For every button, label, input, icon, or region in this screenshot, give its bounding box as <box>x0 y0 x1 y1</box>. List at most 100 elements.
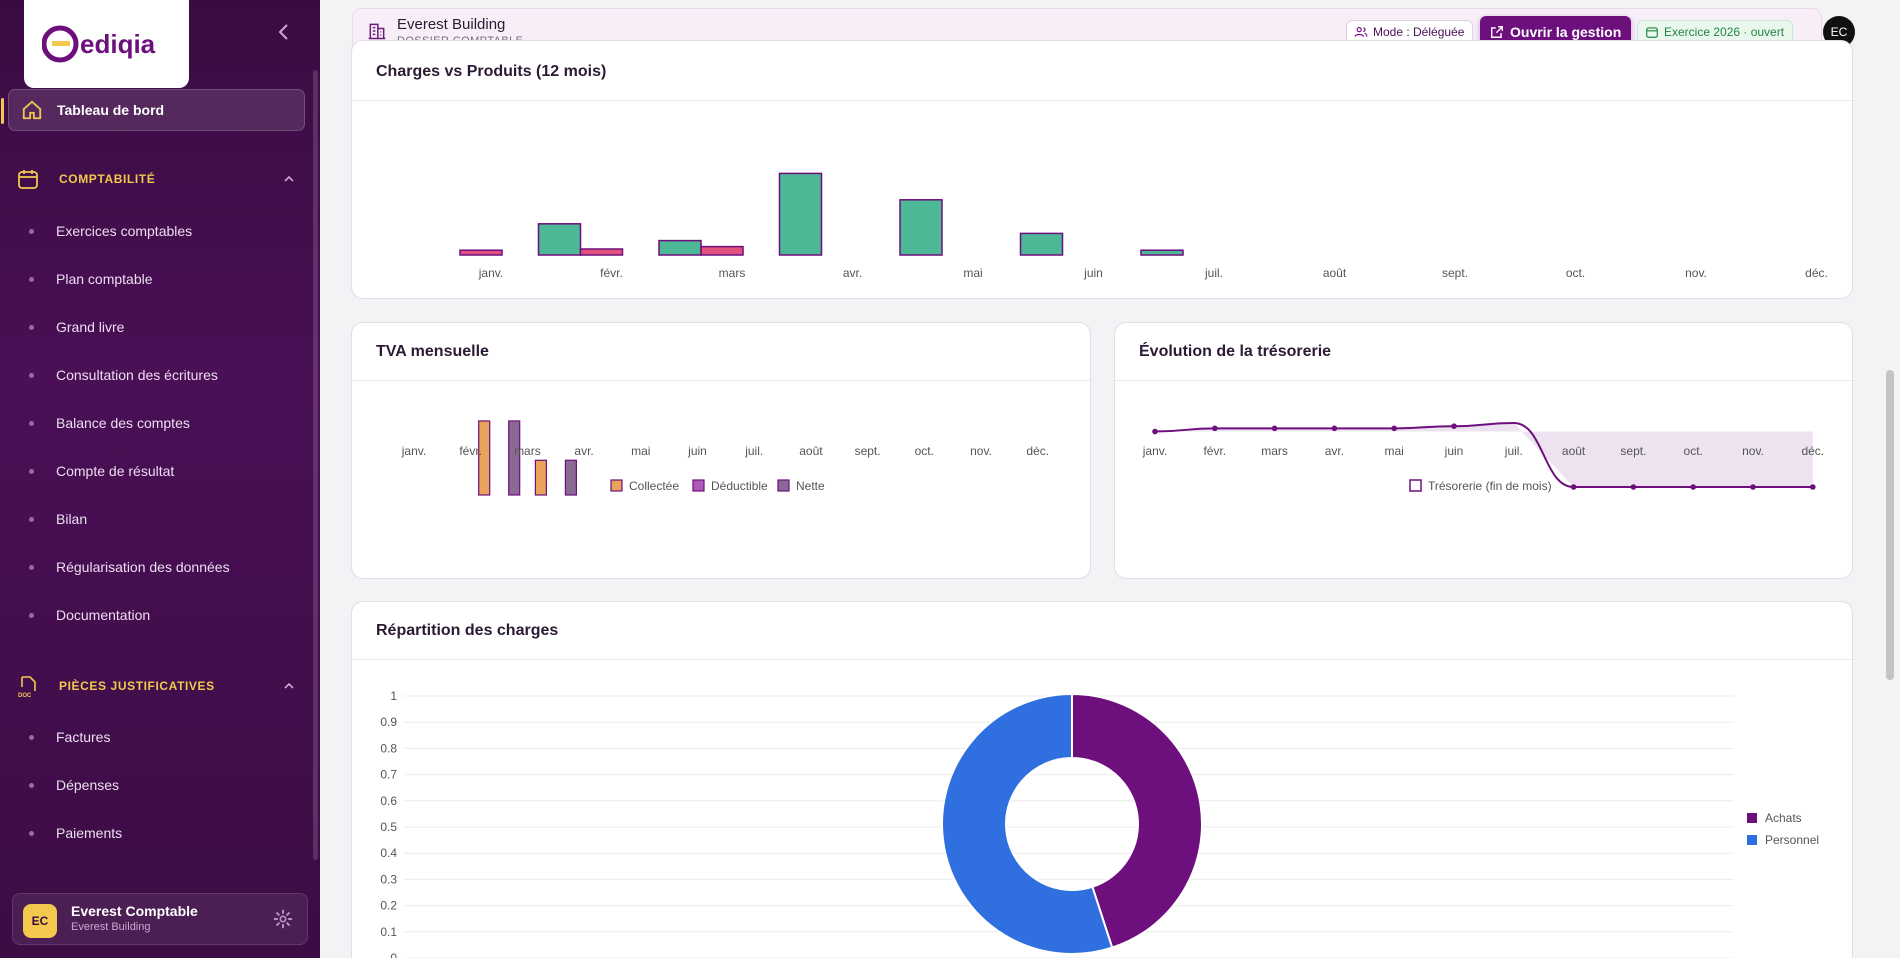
logo[interactable]: ediqia <box>24 0 189 88</box>
sidebar-item-documentation[interactable]: Documentation <box>0 600 305 630</box>
legend-label-tresorerie: Trésorerie (fin de mois) <box>1428 479 1552 493</box>
sidebar-item-label: Factures <box>56 729 111 745</box>
gear-icon[interactable] <box>273 909 293 929</box>
section-pieces-justificatives[interactable]: DOC PIÈCES JUSTIFICATIVES <box>16 671 306 701</box>
x-tick-label: déc. <box>1805 266 1828 280</box>
user-company: Everest Building <box>71 921 151 933</box>
card-title: Évolution de la trésorerie <box>1139 343 1332 360</box>
bar-chart-charges-produits: janv. févr. mars avr. mai juin juil. août sept. o… <box>459 172 1828 280</box>
sidebar-item-label: Documentation <box>56 607 151 623</box>
card-tresorerie: Évolution de la trésorerie janv. févr. mar… <box>1114 322 1853 579</box>
section-comptabilite[interactable]: COMPTABILITÉ <box>16 164 306 194</box>
user-name: Everest Comptable <box>71 903 198 919</box>
sidebar-item-label: Régularisation des données <box>56 559 230 575</box>
x-tick-label: avr. <box>574 444 593 458</box>
bullet-icon <box>29 782 34 788</box>
home-icon <box>22 100 42 120</box>
point-oct <box>1690 484 1696 490</box>
y-tick-label: 0 <box>390 951 397 958</box>
user-card[interactable]: EC Everest Comptable Everest Building <box>12 893 308 945</box>
x-tick-label: juin <box>687 444 707 458</box>
x-tick-label: juil. <box>1504 444 1523 458</box>
ediqia-logo-icon: ediqia <box>41 25 155 63</box>
x-tick-label: avr. <box>843 266 862 280</box>
bar-produits-avr <box>778 172 823 256</box>
sidebar-item-regularisation[interactable]: Régularisation des données <box>0 552 305 582</box>
sidebar-item-label: Consultation des écritures <box>56 367 218 383</box>
legend-label-nette: Nette <box>796 479 825 493</box>
document-icon: DOC <box>18 676 36 698</box>
x-tick-label: déc. <box>1801 444 1824 458</box>
card-title: Répartition des charges <box>376 622 559 639</box>
bullet-icon <box>29 276 34 282</box>
collapse-sidebar-button[interactable] <box>272 20 296 44</box>
open-management-label: Ouvrir la gestion <box>1510 24 1622 40</box>
sidebar-item-factures[interactable]: Factures <box>0 722 305 752</box>
sidebar-item-grand-livre[interactable]: Grand livre <box>0 312 305 342</box>
x-tick-label: mai <box>631 444 650 458</box>
sidebar-scrollbar[interactable] <box>313 70 318 860</box>
y-tick-label: 0.5 <box>380 820 397 834</box>
bullet-icon <box>29 612 34 618</box>
sidebar-item-ecritures[interactable]: Consultation des écritures <box>0 360 305 390</box>
bar-charges-fevr <box>579 248 624 256</box>
legend-swatch-collectee <box>610 479 623 492</box>
point-nov <box>1750 484 1756 490</box>
sidebar-item-label: Paiements <box>56 825 123 841</box>
x-tick-label: août <box>1562 444 1586 458</box>
x-tick-label: mai <box>1385 444 1404 458</box>
legend-swatch-deductible <box>692 479 705 492</box>
bar-collectee-mars <box>534 459 547 496</box>
bar-charges-janv <box>459 249 503 256</box>
page-scrollbar[interactable] <box>1886 370 1894 680</box>
section-label: PIÈCES JUSTIFICATIVES <box>59 679 215 693</box>
x-tick-label: juin <box>1083 266 1103 280</box>
x-tick-label: juil. <box>1204 266 1223 280</box>
building-icon <box>368 23 386 40</box>
sidebar-item-plan-comptable[interactable]: Plan comptable <box>0 264 305 294</box>
point-fevr <box>1212 425 1218 432</box>
point-mai <box>1391 425 1397 432</box>
bullet-icon <box>29 468 34 474</box>
y-tick-label: 1 <box>390 689 397 703</box>
bullet-icon <box>29 228 34 234</box>
x-tick-label: nov. <box>1685 266 1707 280</box>
bar-produits-mai <box>899 199 943 256</box>
legend-swatch-personnel <box>1747 835 1757 845</box>
bullet-icon <box>29 564 34 570</box>
line-chart-tresorerie: janv. févr. mars avr. mai juin juil. août sept. o… <box>1142 421 1824 493</box>
sidebar-item-dashboard[interactable]: Tableau de bord <box>1 89 305 131</box>
x-tick-label: févr. <box>459 444 482 458</box>
y-tick-label: 0.4 <box>380 846 397 860</box>
card-title: Charges vs Produits (12 mois) <box>376 63 607 80</box>
legend-swatch-achats <box>1747 813 1757 823</box>
x-tick-label: févr. <box>1203 444 1226 458</box>
sidebar-item-label: Plan comptable <box>56 271 153 287</box>
bullet-icon <box>29 324 34 330</box>
svg-text:DOC: DOC <box>18 693 32 698</box>
bar-produits-juin <box>1019 232 1064 256</box>
sidebar-item-balance[interactable]: Balance des comptes <box>0 408 305 438</box>
sidebar-item-label: Compte de résultat <box>56 463 175 479</box>
sidebar-item-bilan[interactable]: Bilan <box>0 504 305 534</box>
bar-charges-mars <box>700 245 744 256</box>
point-janv <box>1152 428 1158 435</box>
calendar-icon <box>18 170 38 189</box>
section-label: COMPTABILITÉ <box>59 172 156 186</box>
y-tick-label: 0.6 <box>380 794 397 808</box>
legend-label-achats: Achats <box>1765 811 1802 825</box>
bar-produits-fevr <box>537 223 582 256</box>
y-tick-label: 0.7 <box>380 768 397 782</box>
x-tick-label: avr. <box>1325 444 1344 458</box>
sidebar-item-compte-resultat[interactable]: Compte de résultat <box>0 456 305 486</box>
legend-label-collectee: Collectée <box>629 479 679 493</box>
bullet-icon <box>29 830 34 836</box>
divider <box>352 659 1852 660</box>
point-dec <box>1810 484 1816 490</box>
sidebar-item-exercices[interactable]: Exercices comptables <box>0 216 305 246</box>
bar-nette-mars <box>564 459 577 496</box>
sidebar-item-label: Bilan <box>56 511 88 527</box>
sidebar-item-depenses[interactable]: Dépenses <box>0 770 305 800</box>
x-tick-label: janv. <box>478 266 503 280</box>
sidebar-item-paiements[interactable]: Paiements <box>0 818 305 848</box>
